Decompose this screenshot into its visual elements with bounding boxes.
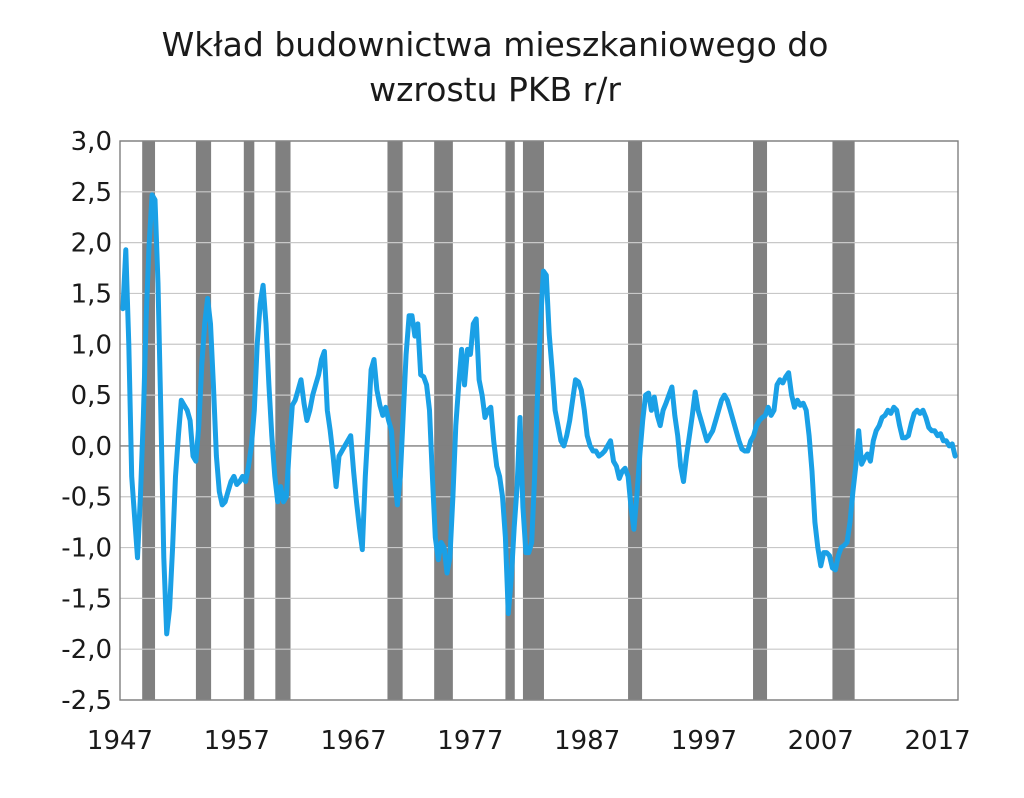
recession-band-4 <box>387 141 403 700</box>
x-tick-label: 1997 <box>671 726 737 756</box>
recession-band-5 <box>434 141 453 700</box>
y-tick-label: -1,0 <box>61 534 112 564</box>
series-layer <box>120 192 958 637</box>
chart-title: Wkład budownictwa mieszkaniowego do wzro… <box>0 22 990 112</box>
x-tick-label: 1947 <box>87 726 153 756</box>
recession-band-8 <box>628 141 643 700</box>
chart-title-line-1: Wkład budownictwa mieszkaniowego do <box>161 25 829 64</box>
x-tick-label: 1967 <box>321 726 387 756</box>
y-tick-label: 3,0 <box>71 127 112 157</box>
x-tick-label: 1987 <box>554 726 620 756</box>
y-tick-label: 2,5 <box>71 178 112 208</box>
recession-band-10 <box>832 141 855 700</box>
chart-title-line-2: wzrostu PKB r/r <box>369 70 621 109</box>
x-tick-label: 2017 <box>904 726 970 756</box>
y-tick-label: -2,5 <box>61 686 112 716</box>
y-tick-label: 1,0 <box>71 330 112 360</box>
plot-border <box>119 140 959 701</box>
x-tick-label: 2007 <box>788 726 854 756</box>
recession-bands <box>142 141 855 700</box>
y-tick-label: 0,0 <box>71 432 112 462</box>
recession-band-7 <box>522 141 544 700</box>
plot-frame <box>119 140 959 701</box>
y-tick-label: -1,5 <box>61 584 112 614</box>
recession-band-3 <box>275 141 291 700</box>
recession-band-2 <box>243 141 255 700</box>
y-tick-label: 2,0 <box>71 229 112 259</box>
y-tick-label: 0,5 <box>71 381 112 411</box>
x-tick-label: 1957 <box>204 726 270 756</box>
x-axis-ticks: 1947 1957 1967 1977 1987 1997 2007 2017 <box>87 726 971 756</box>
y-tick-label: -2,0 <box>61 635 112 665</box>
y-tick-label: -0,5 <box>61 483 112 513</box>
recession-band-6 <box>505 141 515 700</box>
series-line-0 <box>120 192 958 637</box>
y-tick-label: 1,5 <box>71 279 112 309</box>
y-axis-ticks: 3,0 2,5 2,0 1,5 1,0 0,5 0,0 -0,5 -1,0 -1,5 -2,0 -2,… <box>61 127 112 716</box>
x-tick-label: 1977 <box>437 726 503 756</box>
recession-band-1 <box>195 141 212 700</box>
